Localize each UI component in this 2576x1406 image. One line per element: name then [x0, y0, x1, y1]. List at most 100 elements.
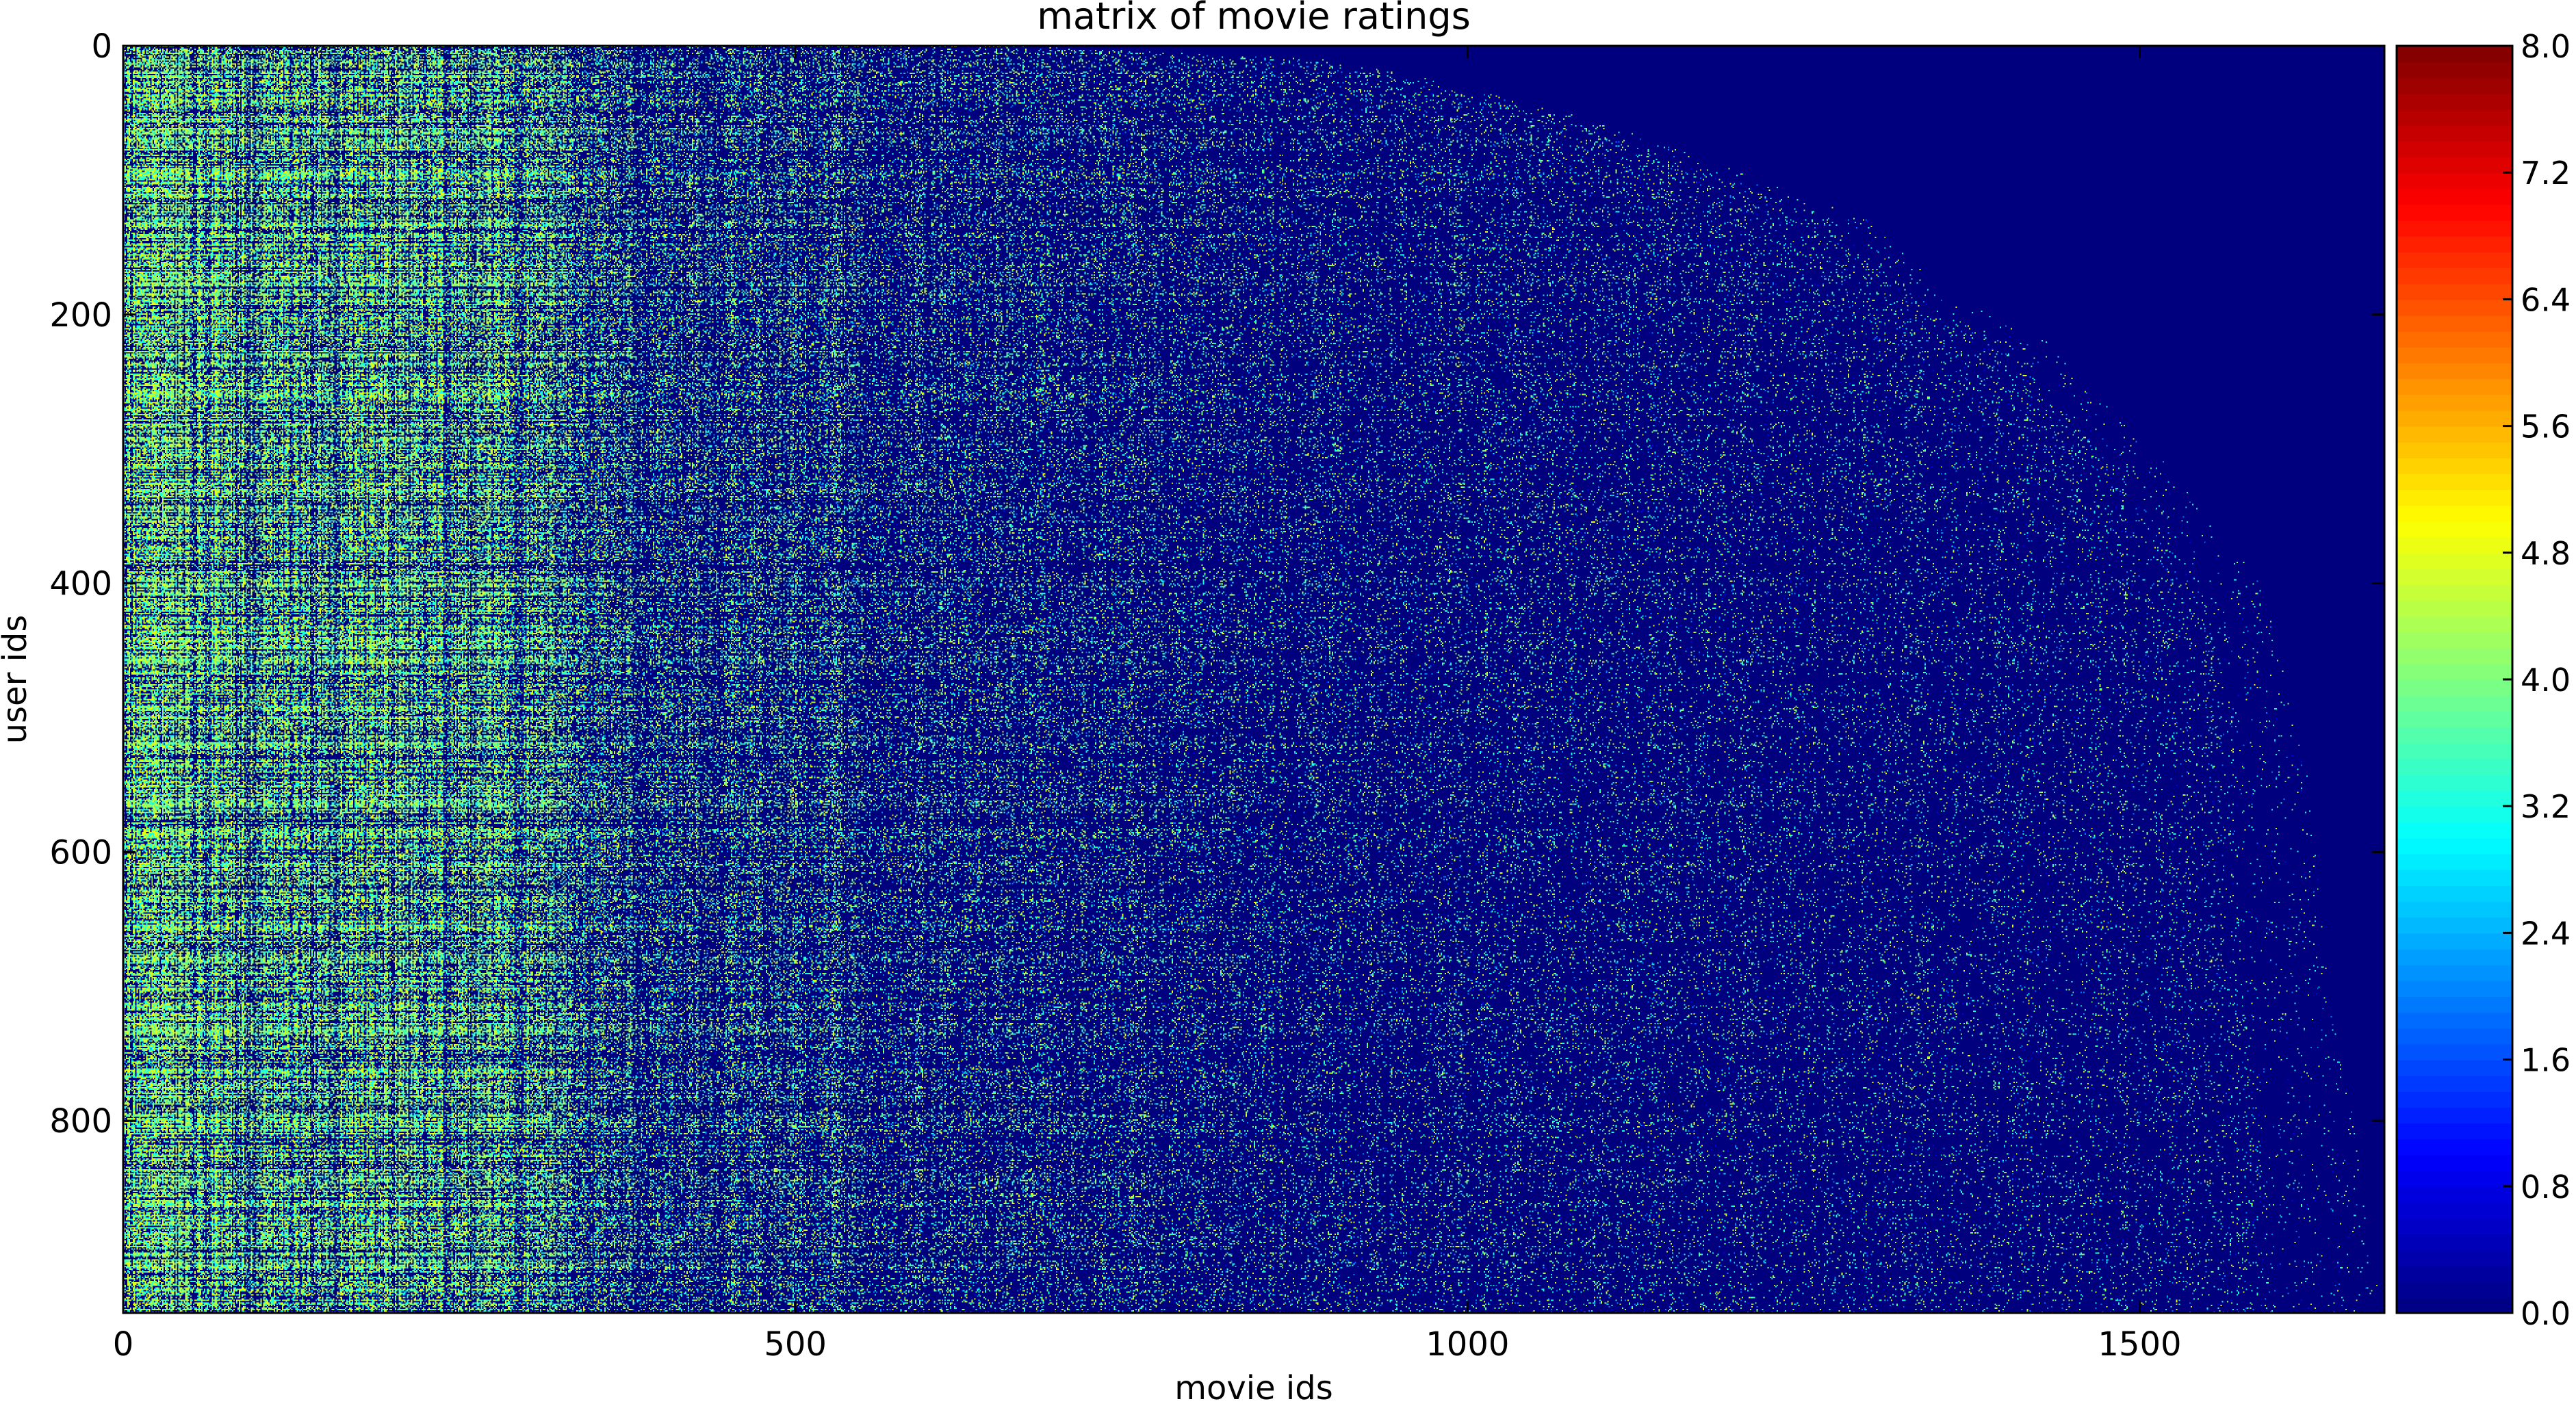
colorbar-segment: [2397, 1028, 2512, 1045]
colorbar-tick-label: 4.0: [2521, 662, 2571, 699]
colorbar-segment: [2397, 1218, 2512, 1235]
colorbar-tick-label: 0.8: [2521, 1169, 2571, 1206]
colorbar-segment: [2397, 299, 2512, 316]
x-axis-ticks: 0 500 1000 1500: [113, 46, 2182, 1364]
colorbar-segment: [2397, 1154, 2512, 1171]
colorbar-segment: [2397, 363, 2512, 380]
colorbar-segment: [2397, 600, 2512, 617]
colorbar-segment: [2397, 742, 2512, 759]
x-tick-label: 1000: [1426, 1325, 1509, 1364]
colorbar-segment: [2397, 1043, 2512, 1060]
colorbar-segment: [2397, 917, 2512, 934]
colorbar-segment: [2397, 1012, 2512, 1029]
y-tick-label: 0: [91, 27, 112, 66]
x-tick-label: 0: [113, 1325, 134, 1364]
x-axis-label: movie ids: [1174, 1369, 1332, 1406]
colorbar-segment: [2397, 727, 2512, 744]
y-tick-label: 200: [49, 296, 112, 335]
colorbar-segment: [2397, 140, 2512, 158]
colorbar-tick-label: 7.2: [2521, 155, 2571, 192]
colorbar-segment: [2397, 948, 2512, 965]
colorbar-segment: [2397, 774, 2512, 792]
x-tick-label: 1500: [2098, 1325, 2181, 1364]
colorbar-segment: [2397, 521, 2512, 538]
colorbar-segment: [2397, 1075, 2512, 1092]
chart-title: matrix of movie ratings: [1037, 0, 1471, 38]
colorbar-segment: [2397, 172, 2512, 190]
y-axis-ticks: 0 200 400 600 800: [49, 27, 2384, 1141]
y-tick-label: 400: [49, 565, 112, 603]
colorbar-segment: [2397, 315, 2512, 332]
colorbar-tick-label: 0.0: [2521, 1295, 2571, 1332]
colorbar-segment: [2397, 125, 2512, 142]
colorbar-segment: [2397, 1201, 2512, 1219]
colorbar-segment: [2397, 330, 2512, 348]
colorbar-segment: [2397, 410, 2512, 427]
colorbar-segment: [2397, 204, 2512, 221]
colorbar-segment: [2397, 188, 2512, 205]
y-tick-label: 600: [49, 833, 112, 872]
colorbar-segment: [2397, 268, 2512, 285]
y-tick-label: 800: [49, 1102, 112, 1141]
colorbar-segment: [2397, 251, 2512, 269]
colorbar-segment: [2397, 790, 2512, 807]
colorbar-segment: [2397, 1281, 2512, 1298]
colorbar-segment: [2397, 457, 2512, 475]
colorbar-segment: [2397, 441, 2512, 458]
colorbar-segment: [2397, 632, 2512, 649]
colorbar-segment: [2397, 283, 2512, 300]
colorbar-segment: [2397, 996, 2512, 1013]
colorbar-tick-label: 6.4: [2521, 281, 2571, 318]
colorbar-segment: [2397, 806, 2512, 823]
colorbar-segment: [2397, 695, 2512, 712]
colorbar-segment: [2397, 346, 2512, 363]
colorbar-segment: [2397, 62, 2512, 79]
colorbar-tick-label: 2.4: [2521, 915, 2571, 952]
colorbar-tick-label: 8.0: [2521, 28, 2571, 65]
colorbar-segment: [2397, 1186, 2512, 1203]
colorbar-segment: [2397, 869, 2512, 886]
colorbar-segment: [2397, 235, 2512, 252]
colorbar-segment: [2397, 837, 2512, 855]
colorbar-segment: [2397, 933, 2512, 950]
colorbar-tick-label: 4.8: [2521, 535, 2571, 572]
colorbar-segment: [2397, 616, 2512, 633]
colorbar-segment: [2397, 853, 2512, 870]
colorbar-segment: [2397, 1138, 2512, 1156]
colorbar-segment: [2397, 964, 2512, 981]
colorbar-segment: [2397, 1265, 2512, 1282]
colorbar-segment: [2397, 1170, 2512, 1187]
colorbar-tick-label: 1.6: [2521, 1042, 2571, 1079]
colorbar-segment: [2397, 93, 2512, 110]
plot-frame: [122, 44, 2386, 1314]
colorbar-segment: [2397, 1123, 2512, 1140]
colorbar-segment: [2397, 885, 2512, 902]
colorbar-tick-label: 3.2: [2521, 788, 2571, 825]
colorbar-segment: [2397, 758, 2512, 775]
colorbar-segment: [2397, 220, 2512, 237]
colorbar-segment: [2397, 489, 2512, 506]
colorbar-ticks: 0.0 0.8 1.6 2.4 3.2 4.0 4.8 5.6 6.4 7.2 8.0: [2503, 28, 2571, 1332]
colorbar-segment: [2397, 536, 2512, 554]
colorbar-segment: [2397, 584, 2512, 601]
x-tick-label: 500: [764, 1325, 827, 1364]
colorbar-segment: [2397, 1091, 2512, 1108]
colorbar-segment: [2397, 901, 2512, 918]
colorbar-segment: [2397, 711, 2512, 728]
colorbar-segment: [2397, 1297, 2512, 1314]
colorbar: [2397, 46, 2512, 1314]
colorbar-segment: [2397, 378, 2512, 395]
colorbar-segment: [2397, 46, 2512, 63]
colorbar-segment: [2397, 552, 2512, 569]
colorbar-segment: [2397, 426, 2512, 443]
colorbar-segment: [2397, 77, 2512, 94]
colorbar-tick-label: 5.6: [2521, 408, 2571, 445]
colorbar-segment: [2397, 394, 2512, 411]
colorbar-segment: [2397, 109, 2512, 126]
colorbar-segment: [2397, 473, 2512, 491]
colorbar-segment: [2397, 1249, 2512, 1266]
colorbar-segment: [2397, 1107, 2512, 1124]
colorbar-segment: [2397, 568, 2512, 586]
